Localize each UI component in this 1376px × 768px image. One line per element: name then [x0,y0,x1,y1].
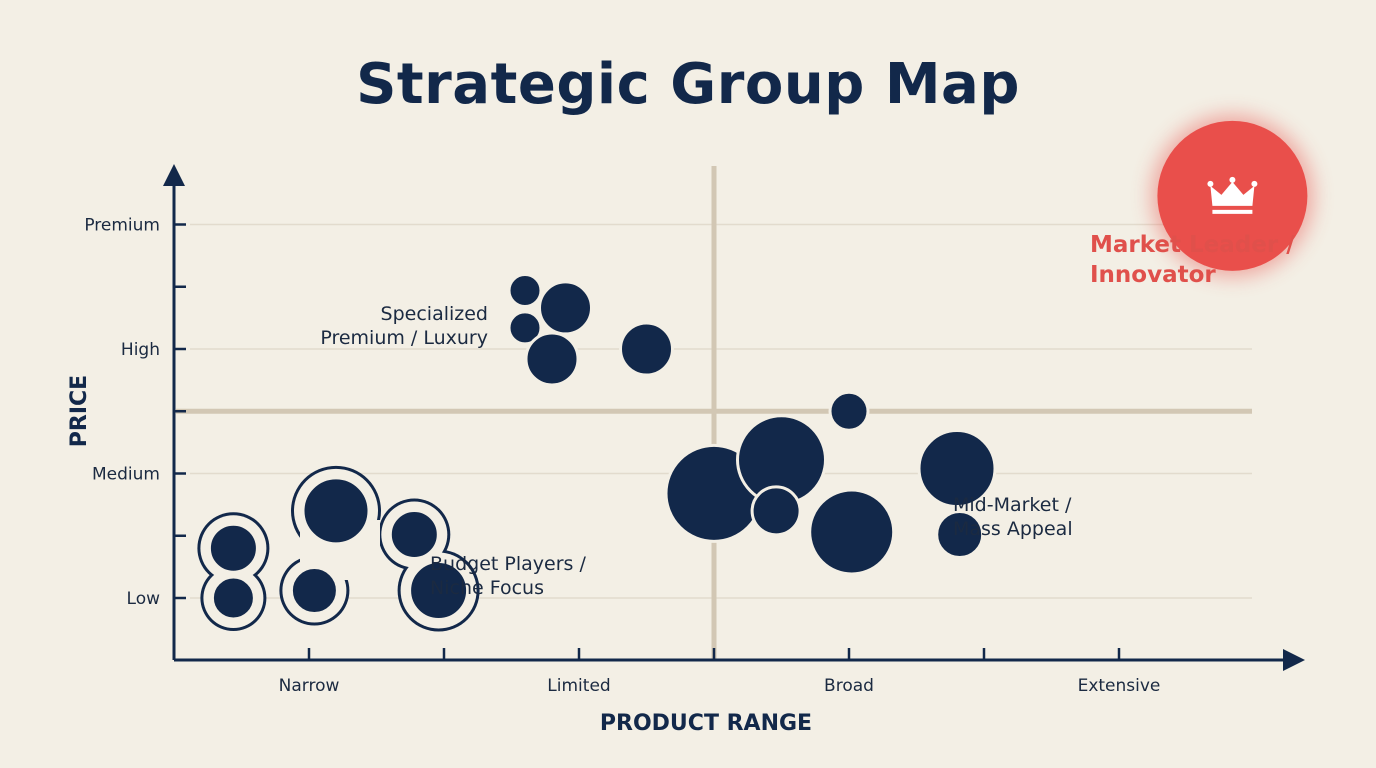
mid-market-bubble[interactable] [935,510,985,560]
luxury-bubble[interactable] [619,321,674,377]
x-axis-title: PRODUCT RANGE [600,711,812,736]
page-title: Strategic Group Map [356,52,1020,117]
y-tick-label-low: Low [127,589,161,609]
crown-base [1212,209,1253,214]
budget-bubble[interactable] [210,575,256,621]
mid-market-bubble[interactable] [917,429,997,509]
y-tick-label-premium: Premium [84,216,160,236]
x-axis-arrow-icon [1283,649,1305,671]
crown-icon [1207,176,1258,214]
luxury-bubble[interactable] [538,280,593,336]
mid-market-label-line: Mid-Market / [953,494,1072,516]
y-axis-title: PRICE [67,375,92,447]
x-tick-label-narrow: Narrow [279,676,340,696]
axes [163,164,1305,671]
budget-bubble[interactable] [301,476,371,546]
market-leader: Market Leader / Innovator [1090,114,1314,288]
leader-label-line: Innovator [1090,262,1216,288]
mid-market-bubble[interactable] [828,390,870,432]
mid-market-bubble[interactable] [808,488,896,576]
budget-label-line: Budget Players / [430,553,586,575]
crown-jewel [1229,176,1236,183]
luxury-label-line: Specialized [381,303,488,325]
group-mid-market: Mid-Market /Mass Appeal [664,390,1073,576]
mid-market-label-line: Mass Appeal [953,518,1073,540]
crown-jewel [1207,180,1214,187]
quadrant-dividers [176,166,1252,660]
budget-bubble[interactable] [289,566,339,616]
budget-bubble[interactable] [207,522,259,574]
luxury-bubble[interactable] [507,310,543,346]
luxury-bubble[interactable] [524,331,580,387]
y-axis-arrow-icon [163,164,185,186]
y-tick-label-high: High [121,340,160,360]
x-tick-label-extensive: Extensive [1078,676,1161,696]
mid-market-bubble[interactable] [750,485,802,537]
y-tick-label-medium: Medium [92,465,160,485]
crown-jewel [1251,180,1258,187]
luxury-bubble[interactable] [507,272,543,308]
tick-labels: Low Medium High Premium Narrow Limited Broad Ex… [67,216,1160,737]
leader-label-line: Market Leader / [1090,232,1295,258]
x-tick-label-broad: Broad [824,676,874,696]
x-tick-label-limited: Limited [547,676,610,696]
crown-body [1210,181,1255,206]
budget-label-line: Niche Focus [430,577,544,599]
budget-bubble[interactable] [388,509,440,561]
luxury-label-line: Premium / Luxury [320,327,488,349]
budget-bubble[interactable] [408,560,470,622]
group-budget: Budget Players /Niche Focus [197,465,586,632]
